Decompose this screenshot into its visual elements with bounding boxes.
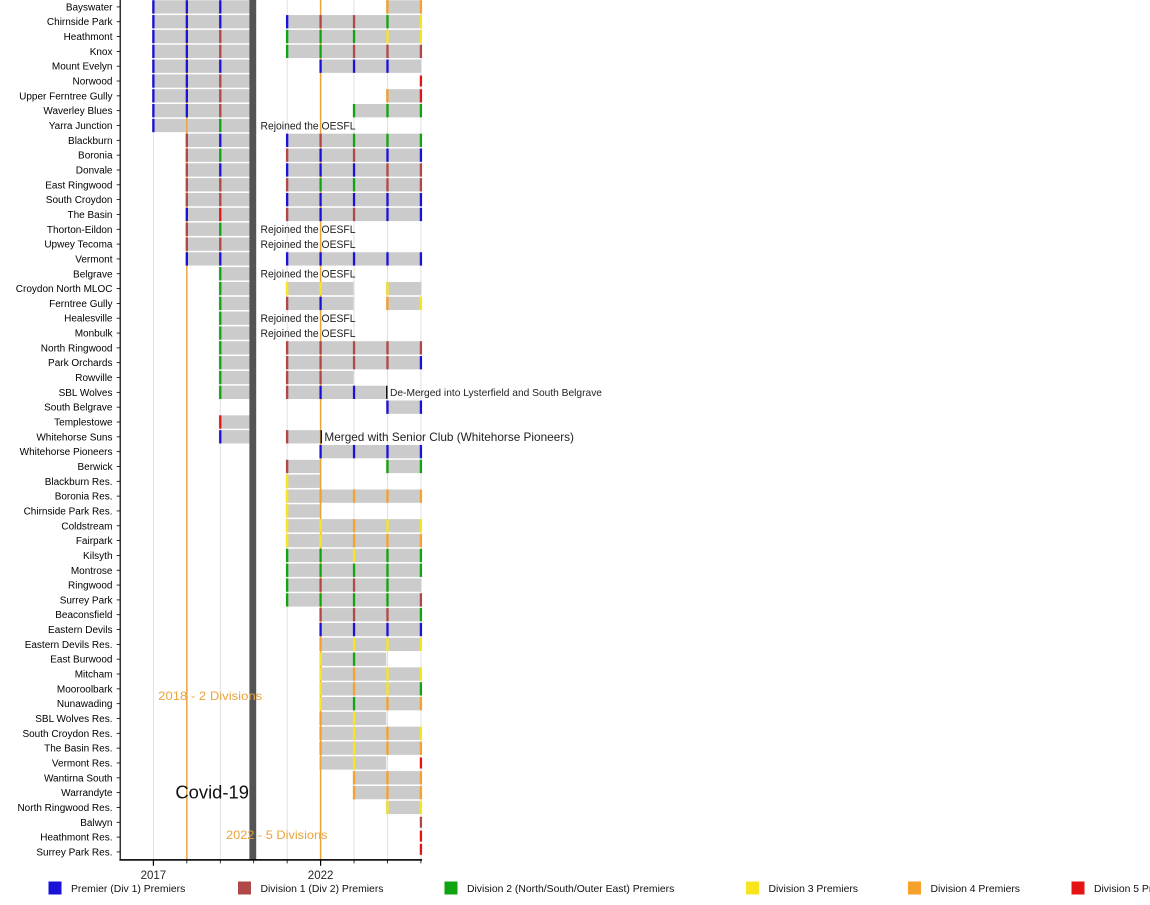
svg-text:Boronia Res.: Boronia Res. xyxy=(55,492,113,503)
svg-text:Mooroolbark: Mooroolbark xyxy=(57,684,114,695)
svg-text:Park Orchards: Park Orchards xyxy=(48,358,112,369)
svg-text:Bayswater: Bayswater xyxy=(66,2,113,13)
svg-text:North Ringwood Res.: North Ringwood Res. xyxy=(17,803,112,814)
svg-text:Heathmont: Heathmont xyxy=(64,32,113,43)
svg-text:Mitcham: Mitcham xyxy=(75,670,113,681)
svg-text:Kilsyth: Kilsyth xyxy=(83,551,112,562)
svg-text:Healesville: Healesville xyxy=(64,314,113,325)
svg-text:Rejoined the OESFL: Rejoined the OESFL xyxy=(261,269,356,281)
svg-text:Donvale: Donvale xyxy=(76,165,113,176)
svg-text:Beaconsfield: Beaconsfield xyxy=(55,610,112,621)
svg-text:2022 - 5 Divisions: 2022 - 5 Divisions xyxy=(226,828,328,842)
svg-text:East Ringwood: East Ringwood xyxy=(45,180,112,191)
svg-text:Balwyn: Balwyn xyxy=(80,818,112,829)
svg-text:De-Merged into Lysterfield and: De-Merged into Lysterfield and South Bel… xyxy=(390,388,602,399)
svg-text:Coldstream: Coldstream xyxy=(61,521,112,532)
svg-text:Eastern Devils Res.: Eastern Devils Res. xyxy=(25,640,113,651)
svg-text:South Croydon Res.: South Croydon Res. xyxy=(22,729,112,740)
svg-text:East Burwood: East Burwood xyxy=(50,655,112,666)
svg-text:Eastern Devils: Eastern Devils xyxy=(48,625,112,636)
svg-text:Croydon North MLOC: Croydon North MLOC xyxy=(16,284,113,295)
svg-text:SBL Wolves: SBL Wolves xyxy=(59,388,113,399)
svg-text:Division 5 Premiers: Division 5 Premiers xyxy=(1094,884,1150,895)
svg-text:Templestowe: Templestowe xyxy=(54,418,113,429)
svg-text:2022: 2022 xyxy=(308,870,334,882)
svg-text:Montrose: Montrose xyxy=(71,566,113,577)
svg-text:Vermont Res.: Vermont Res. xyxy=(52,758,113,769)
svg-text:Wantirna South: Wantirna South xyxy=(44,773,113,784)
svg-text:2017: 2017 xyxy=(141,870,167,882)
svg-text:Yarra Junction: Yarra Junction xyxy=(49,121,113,132)
svg-text:Mount Evelyn: Mount Evelyn xyxy=(52,62,113,73)
svg-text:Blackburn: Blackburn xyxy=(68,136,112,147)
svg-text:Rejoined the OESFL: Rejoined the OESFL xyxy=(261,328,356,340)
svg-text:Warrandyte: Warrandyte xyxy=(61,788,113,799)
svg-text:Premier (Div 1) Premiers: Premier (Div 1) Premiers xyxy=(71,884,185,895)
svg-text:Upwey Tecoma: Upwey Tecoma xyxy=(44,240,113,251)
svg-text:The Basin Res.: The Basin Res. xyxy=(44,744,112,755)
svg-text:Chirnside Park: Chirnside Park xyxy=(47,17,114,28)
svg-text:Berwick: Berwick xyxy=(77,462,113,473)
svg-text:Division 4 Premiers: Division 4 Premiers xyxy=(931,884,1021,895)
svg-text:2018 - 2 Divisions: 2018 - 2 Divisions xyxy=(158,689,262,703)
svg-text:Norwood: Norwood xyxy=(72,77,112,88)
svg-text:Monbulk: Monbulk xyxy=(75,329,114,340)
svg-text:Whitehorse Suns: Whitehorse Suns xyxy=(36,432,112,443)
svg-text:Waverley Blues: Waverley Blues xyxy=(43,106,112,117)
svg-text:Surrey Park Res.: Surrey Park Res. xyxy=(36,847,112,858)
svg-text:Knox: Knox xyxy=(90,47,113,58)
svg-text:South Belgrave: South Belgrave xyxy=(44,403,113,414)
svg-text:Nunawading: Nunawading xyxy=(57,699,113,710)
svg-text:South Croydon: South Croydon xyxy=(46,195,113,206)
svg-text:Chirnside Park Res.: Chirnside Park Res. xyxy=(24,506,113,517)
svg-text:Rejoined the OESFL: Rejoined the OESFL xyxy=(261,120,356,132)
svg-text:Covid-19: Covid-19 xyxy=(175,781,249,802)
svg-text:Rejoined the OESFL: Rejoined the OESFL xyxy=(261,239,356,251)
svg-text:The Basin: The Basin xyxy=(67,210,112,221)
svg-text:Upper Ferntree Gully: Upper Ferntree Gully xyxy=(19,91,112,102)
svg-text:Ringwood: Ringwood xyxy=(68,581,112,592)
svg-text:Rowville: Rowville xyxy=(75,373,113,384)
svg-text:Heathmont Res.: Heathmont Res. xyxy=(40,833,112,844)
svg-text:Boronia: Boronia xyxy=(78,151,113,162)
svg-text:Belgrave: Belgrave xyxy=(73,269,113,280)
svg-text:Division 1 (Div 2) Premiers: Division 1 (Div 2) Premiers xyxy=(261,884,384,895)
svg-text:Ferntree Gully: Ferntree Gully xyxy=(49,299,112,310)
svg-text:Division 3 Premiers: Division 3 Premiers xyxy=(769,884,859,895)
svg-text:SBL Wolves Res.: SBL Wolves Res. xyxy=(35,714,112,725)
svg-text:Surrey Park: Surrey Park xyxy=(60,595,114,606)
svg-text:Fairpark: Fairpark xyxy=(76,536,114,547)
svg-text:Rejoined the OESFL: Rejoined the OESFL xyxy=(261,224,356,236)
svg-text:Thorton-Eildon: Thorton-Eildon xyxy=(47,225,113,236)
svg-text:Division 2 (North/South/Outer: Division 2 (North/South/Outer East) Prem… xyxy=(467,884,674,895)
svg-text:Blackburn Res.: Blackburn Res. xyxy=(45,477,113,488)
svg-text:North Ringwood: North Ringwood xyxy=(41,343,113,354)
svg-text:Merged with Senior Club (White: Merged with Senior Club (Whitehorse Pion… xyxy=(324,430,574,444)
svg-text:Rejoined the OESFL: Rejoined the OESFL xyxy=(261,313,356,325)
svg-text:Whitehorse Pioneers: Whitehorse Pioneers xyxy=(20,447,113,458)
svg-text:Vermont: Vermont xyxy=(75,254,112,265)
